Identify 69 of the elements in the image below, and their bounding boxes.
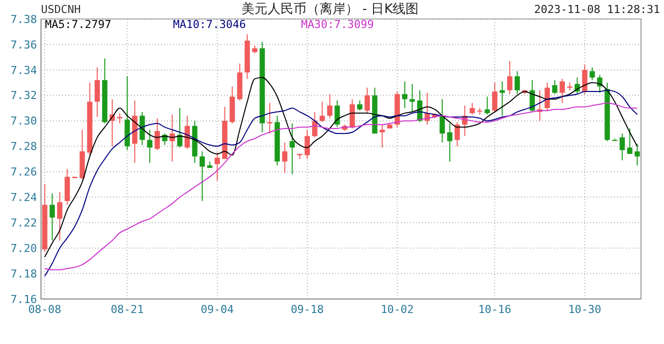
y-tick-label: 7.38 <box>10 12 37 26</box>
candlestick <box>634 143 640 166</box>
x-tick-label: 10-16 <box>478 303 512 316</box>
candlestick <box>94 66 100 118</box>
y-tick-label: 7.30 <box>10 114 37 128</box>
y-tick-label: 7.18 <box>10 267 37 280</box>
candlestick <box>50 192 55 241</box>
y-tick-label: 7.20 <box>10 242 37 255</box>
candlestick <box>304 129 310 160</box>
candlestick <box>454 122 460 147</box>
x-tick-label: 10-30 <box>568 303 602 316</box>
candlestick <box>620 133 625 161</box>
candlestick <box>282 142 288 174</box>
candlestick <box>117 112 122 124</box>
candlestick <box>147 129 152 164</box>
text: 2023-11-08 11:28:31 <box>534 3 660 16</box>
x-tick-label: 08-08 <box>28 303 62 316</box>
x-tick-label: 09-04 <box>200 303 234 316</box>
text: MA30:7.3099 <box>301 18 374 31</box>
candlestick <box>267 102 272 134</box>
candlestick <box>154 118 160 151</box>
candlestick <box>410 83 415 112</box>
candlestick <box>380 124 385 148</box>
candlestick <box>514 70 520 95</box>
y-axis-title: USDCNH <box>41 3 81 16</box>
candlestick <box>312 111 318 138</box>
x-tick-label: 09-18 <box>290 303 324 316</box>
candlestick <box>484 96 490 115</box>
y-tick-label: 7.28 <box>10 140 37 154</box>
y-tick-label: 7.24 <box>10 191 38 204</box>
y-tick-label: 7.32 <box>10 89 37 102</box>
candlestick <box>320 101 325 123</box>
y-tick-label: 7.16 <box>10 292 37 306</box>
y-tick-label: 7.26 <box>10 166 37 179</box>
candlestick <box>597 74 602 94</box>
candlestick <box>440 98 445 143</box>
candlestick <box>214 152 220 182</box>
y-tick-label: 7.34 <box>10 64 38 77</box>
candlestick <box>530 80 535 112</box>
candlestick <box>590 66 595 81</box>
chart-title: 美元人民币（离岸） - 日K线图 <box>241 1 419 17</box>
candlestick <box>364 87 370 114</box>
candlestick <box>560 78 565 104</box>
text: MA10:7.3046 <box>173 18 246 31</box>
candlestick <box>327 94 332 119</box>
candlestick <box>350 98 355 129</box>
candlestick <box>470 102 475 115</box>
x-tick-label: 10-02 <box>380 303 414 316</box>
candlestick <box>402 80 408 109</box>
candlestick <box>200 150 205 202</box>
candlestick <box>57 192 62 241</box>
candlestick <box>334 100 340 128</box>
x-tick-label: 08-21 <box>110 303 144 316</box>
candlestick <box>492 82 498 112</box>
candlestick <box>544 82 550 112</box>
candlestick <box>582 64 588 95</box>
candlestick <box>552 80 558 95</box>
text: MA5:7.2797 <box>45 18 112 31</box>
candlestick <box>177 108 182 148</box>
candlestick <box>184 115 190 150</box>
candlestick <box>357 100 362 112</box>
y-tick-label: 7.22 <box>10 216 37 230</box>
y-tick-label: 7.36 <box>10 38 37 52</box>
candlestick <box>612 138 618 141</box>
candlestick <box>447 122 452 162</box>
candlestick <box>290 122 295 175</box>
candlestick <box>627 128 632 154</box>
candlestick <box>507 60 512 95</box>
candlestick <box>500 80 505 116</box>
